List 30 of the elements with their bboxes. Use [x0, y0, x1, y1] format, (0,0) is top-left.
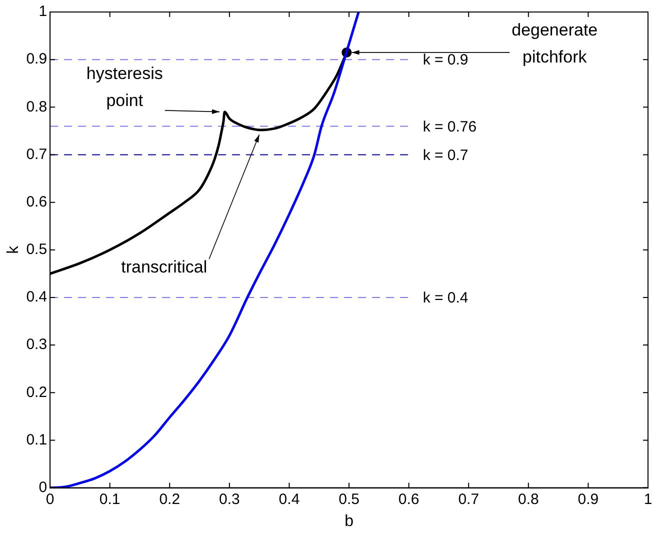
x-tick-label: 1 — [644, 490, 652, 508]
y-tick-label: 0.9 — [26, 50, 48, 68]
y-tick-label: 0.8 — [26, 98, 48, 116]
ref-line-label: k = 0.7 — [422, 146, 468, 164]
ref-line-label: k = 0.9 — [422, 52, 468, 69]
ref-line-label: k = 0.76 — [422, 118, 477, 136]
x-tick-label: 0.5 — [338, 490, 360, 508]
y-tick-label: 0.3 — [26, 336, 48, 354]
y-tick-label: 0.5 — [26, 241, 48, 258]
y-tick-label: 0 — [38, 478, 48, 496]
x-tick-label: 0.6 — [398, 490, 420, 508]
annotation: hysteresis point — [86, 64, 163, 110]
annotation: degenerate pitchfork — [512, 20, 598, 67]
x-tick-label: 0.8 — [518, 490, 539, 508]
x-tick-label: 0.7 — [458, 490, 480, 508]
ref-line-label: k = 0.4 — [422, 290, 468, 307]
y-tick-label: 0.1 — [26, 431, 48, 448]
y-tick-label: 0.7 — [26, 146, 48, 163]
x-axis-title: b — [344, 512, 354, 530]
x-tick-label: 0.9 — [578, 490, 599, 508]
annotation: transcritical — [121, 258, 208, 277]
x-tick-label: 0.4 — [278, 490, 300, 508]
y-axis-title: k — [5, 244, 22, 254]
y-tick-label: 0.4 — [26, 288, 48, 306]
x-tick-label: 0.3 — [219, 490, 240, 508]
x-tick-label: 0.2 — [159, 490, 180, 508]
x-tick-label: 0.1 — [99, 490, 120, 508]
y-tick-label: 1 — [38, 3, 48, 20]
y-tick-label: 0.2 — [26, 384, 48, 401]
y-tick-label: 0.6 — [26, 193, 48, 210]
